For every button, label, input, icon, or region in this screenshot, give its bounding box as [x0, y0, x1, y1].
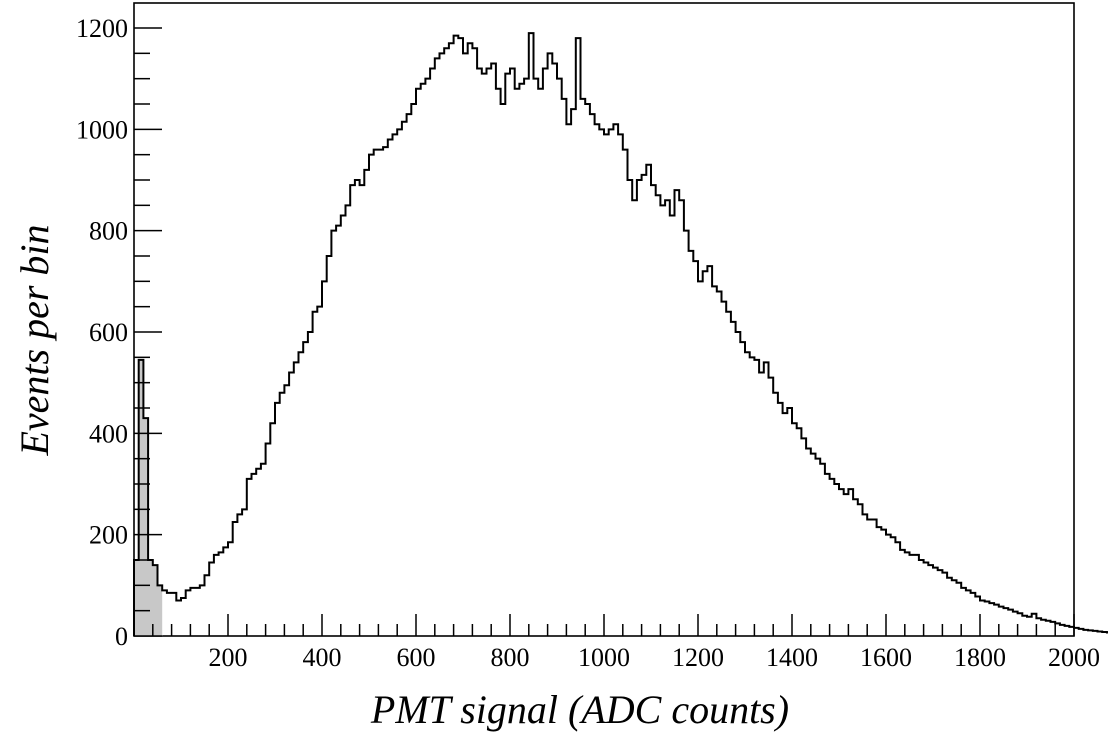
x-axis-tick-labels: 200 400 600 800 1000 1200 1400 1600 1800 2000 [209, 643, 1101, 672]
x-tick-label: 1600 [860, 643, 912, 672]
x-tick-label: 1800 [954, 643, 1006, 672]
x-tick-label: 1400 [766, 643, 818, 672]
x-tick-label: 800 [491, 643, 530, 672]
histogram-series-line [133, 32, 1108, 636]
y-axis-title: Events per bin [12, 224, 57, 456]
y-axis-tick-labels: 0 200 400 600 800 1000 1200 [76, 14, 128, 651]
x-axis-ticks [133, 614, 1075, 636]
x-tick-label: 1200 [672, 643, 724, 672]
y-tick-label: 800 [89, 217, 128, 246]
plot-frame [133, 2, 1075, 637]
y-axis-ticks [134, 27, 162, 637]
y-tick-label: 200 [89, 521, 128, 550]
y-tick-label: 600 [89, 318, 128, 347]
x-tick-label: 2000 [1048, 643, 1100, 672]
y-tick-label: 1000 [76, 115, 128, 144]
x-tick-label: 200 [209, 643, 248, 672]
x-tick-label: 1000 [578, 643, 630, 672]
x-tick-label: 400 [303, 643, 342, 672]
x-tick-label: 600 [397, 643, 436, 672]
y-tick-label: 400 [89, 419, 128, 448]
y-tick-label: 0 [115, 622, 128, 651]
x-axis-title: PMT signal (ADC counts) [370, 687, 789, 732]
y-tick-label: 1200 [76, 14, 128, 43]
